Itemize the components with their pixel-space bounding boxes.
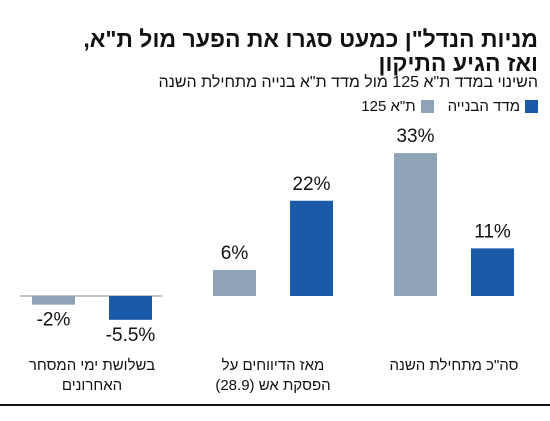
chart-title-line: מניות הנדל"ן כמעט סגרו את הפער מול ת"א, [83, 26, 538, 52]
value-label: -5.5% [106, 325, 156, 346]
legend-swatch [420, 100, 434, 113]
bar [471, 248, 514, 296]
x-tick-label: מאז הדיווחים על הפסקת אש (28.9) [215, 357, 331, 394]
chart-title-line: ואז הגיע התיקון [378, 50, 538, 76]
legend-swatch [525, 100, 538, 113]
value-label: 22% [292, 174, 330, 195]
legend-item: מדד הבנייה [448, 98, 538, 115]
chart-subtitle: השינוי במדד ת"א 125 מול מדד ת"א בנייה מת… [158, 74, 538, 91]
value-label: 33% [396, 126, 434, 147]
bar [213, 270, 256, 296]
legend: מדד הבנייה ת"א 125 [361, 98, 538, 115]
value-label: -2% [37, 310, 71, 331]
value-label: 6% [221, 243, 249, 264]
legend-label: מדד הבנייה [447, 98, 520, 115]
legend-item: ת"א 125 [361, 98, 434, 115]
value-label: 11% [474, 221, 511, 242]
bar [290, 200, 333, 296]
bar [32, 296, 75, 305]
bar [109, 296, 152, 320]
bar [394, 153, 437, 296]
legend-label: ת"א 125 [361, 98, 416, 115]
x-tick-label: סה"כ מתחילת השנה [389, 357, 519, 374]
x-tick-label: בשלושת ימי המסחר האחרונים [28, 357, 156, 394]
